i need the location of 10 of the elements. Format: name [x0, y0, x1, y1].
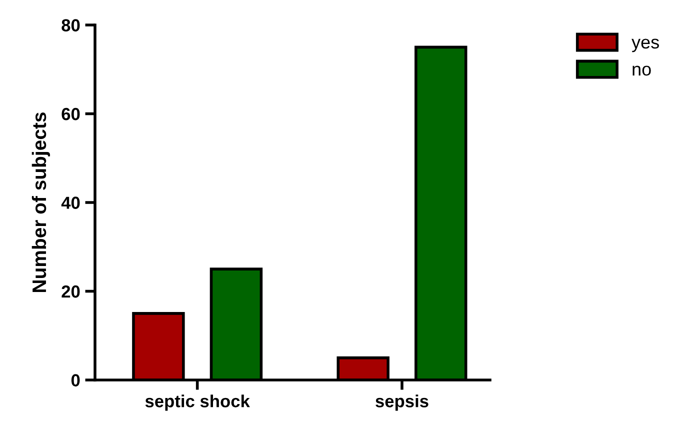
y-tick-label: 20: [62, 285, 80, 298]
y-tick-label: 0: [71, 374, 80, 386]
y-axis-title: Number of subjects: [32, 112, 50, 292]
y-tick-label: 60: [62, 108, 80, 120]
y-tick-label: 40: [61, 196, 80, 209]
x-tick-label: septic shock: [145, 394, 250, 411]
legend-label: yes: [632, 38, 659, 52]
y-tick-label: 80: [62, 19, 80, 32]
x-tick-label: sepsis: [376, 394, 428, 411]
legend-label: no: [632, 66, 651, 76]
